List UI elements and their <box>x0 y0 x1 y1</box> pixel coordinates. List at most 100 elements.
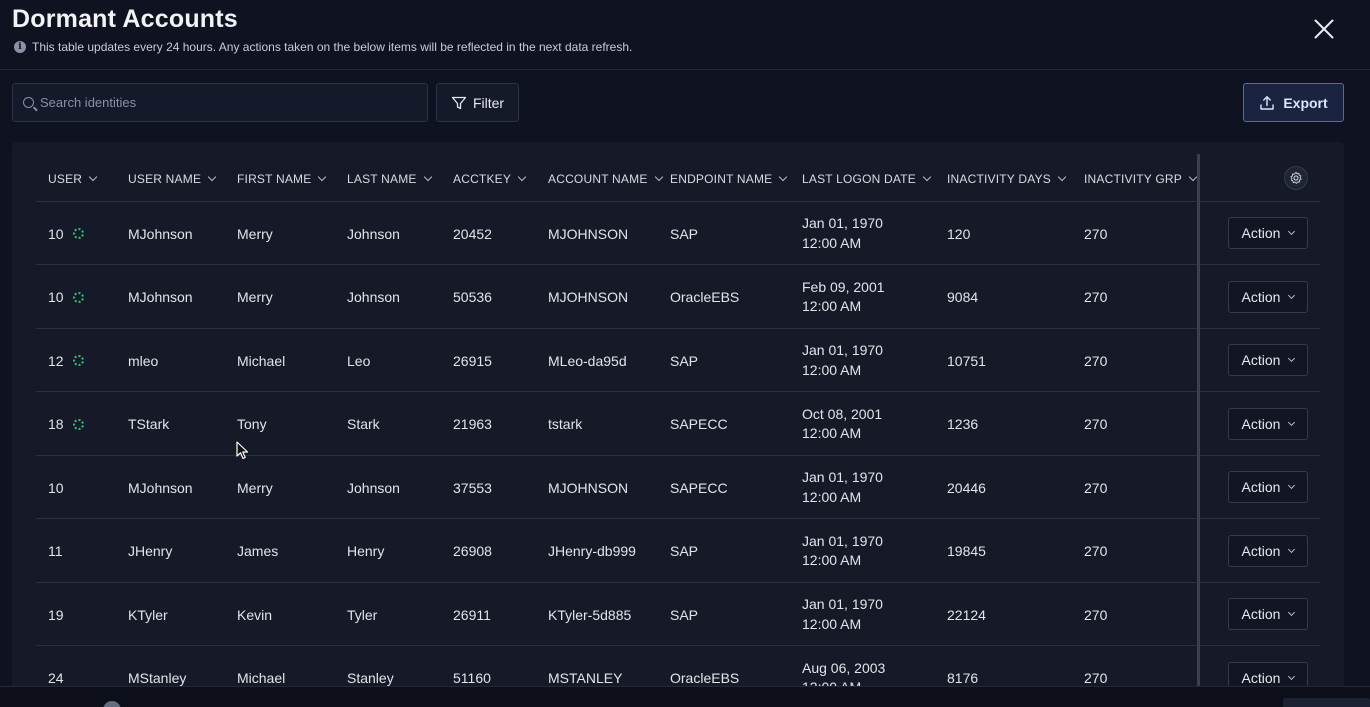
user-id: 10 <box>48 289 64 305</box>
export-label: Export <box>1283 94 1328 111</box>
user-id: 10 <box>48 225 64 242</box>
column-header-user-name[interactable]: USER NAME <box>128 156 217 202</box>
cell-inactivity-days: 10751 <box>947 352 986 369</box>
filter-icon <box>451 96 467 109</box>
chevron-down-icon <box>207 172 217 182</box>
cell-last-name: Stanley <box>347 670 394 686</box>
user-id: 10 <box>48 479 64 496</box>
column-header-label: LAST NAME <box>347 172 417 186</box>
action-dropdown-button[interactable]: Action <box>1228 407 1308 440</box>
cell-user: 24 <box>48 647 64 707</box>
cell-first-name: Michael <box>237 670 286 686</box>
cell-account-name: MJOHNSON <box>548 289 629 305</box>
logon-date: Jan 01, 1970 <box>802 532 883 549</box>
column-settings-button[interactable] <box>1284 166 1308 190</box>
table-row[interactable]: 18 TStark Tony Stark 21963 tstark SAPECC Oct 08… <box>36 393 1320 456</box>
cell-inactivity-grp: 270 <box>1084 416 1108 432</box>
cell-last-name: Tyler <box>347 606 378 623</box>
cell-inactivity-grp: 270 <box>1084 606 1108 623</box>
cell-last-logon-date: Feb 09, 2001 12:00 AM <box>802 266 885 329</box>
close-icon[interactable] <box>1310 15 1338 43</box>
search-box[interactable] <box>12 83 428 122</box>
table-row[interactable]: 12 mleo Michael Leo 26915 MLeo-da95d SAP Jan 01… <box>36 329 1320 392</box>
active-status-icon <box>72 291 84 303</box>
column-header-last-name[interactable]: LAST NAME <box>347 156 432 202</box>
chevron-down-icon <box>517 172 527 182</box>
cell-user-name: TStark <box>128 416 170 432</box>
table-row[interactable]: 11 JHenry James Henry 26908 JHenry-db999 SAP Ja… <box>36 520 1320 583</box>
refresh-info-text: This table updates every 24 hours. Any a… <box>32 40 633 54</box>
chevron-down-icon <box>1288 291 1296 299</box>
cell-first-name: Michael <box>237 352 286 369</box>
column-header-endpoint-name[interactable]: ENDPOINT NAME <box>670 156 788 202</box>
cell-last-logon-date: Oct 08, 2001 12:00 AM <box>802 393 882 456</box>
cell-user-name: JHenry <box>128 543 173 559</box>
column-header-user[interactable]: USER <box>48 156 98 202</box>
chevron-down-icon <box>1288 545 1296 553</box>
logon-date: Aug 06, 2003 <box>802 659 886 676</box>
cell-endpoint-name: OracleEBS <box>670 670 740 686</box>
modal-header: Dormant Accounts i This table updates ev… <box>0 0 1370 70</box>
logon-date: Jan 01, 1970 <box>802 215 883 231</box>
cell-acctkey: 51160 <box>453 670 491 686</box>
cell-last-name: Johnson <box>347 479 400 496</box>
table-row[interactable]: 10 MJohnson Merry Johnson 50536 MJOHNSON Oracl… <box>36 266 1320 329</box>
column-header-last-logon-date[interactable]: LAST LOGON DATE <box>802 156 932 202</box>
action-dropdown-button[interactable]: Action <box>1228 534 1308 567</box>
user-id: 19 <box>48 606 64 623</box>
cell-user: 10 <box>48 202 84 265</box>
column-header-first-name[interactable]: FIRST NAME <box>237 156 327 202</box>
upload-icon <box>1260 95 1275 110</box>
chevron-down-icon <box>1288 354 1296 363</box>
column-header-label: ACCTKEY <box>453 172 512 186</box>
cell-account-name: tstark <box>548 416 583 432</box>
cell-acctkey: 26915 <box>453 352 492 369</box>
info-icon: i <box>14 41 26 53</box>
table-header: USER USER NAME FIRST NAME LAST NAME ACCT… <box>36 156 1320 202</box>
action-dropdown-button[interactable]: Action <box>1228 344 1308 376</box>
column-header-label: INACTIVITY DAYS <box>947 172 1051 186</box>
search-input[interactable] <box>40 95 420 110</box>
column-header-inactivity-days[interactable]: INACTIVITY DAYS <box>947 156 1067 202</box>
action-dropdown-button[interactable]: Action <box>1228 280 1308 313</box>
cell-account-name: JHenry-db999 <box>548 543 636 559</box>
action-dropdown-button[interactable]: Action <box>1228 471 1308 503</box>
active-status-icon <box>72 418 84 430</box>
cell-last-logon-date: Jan 01, 1970 12:00 AM <box>802 329 883 392</box>
action-label: Action <box>1241 606 1281 622</box>
cell-account-name: KTyler-5d885 <box>548 606 632 623</box>
column-header-inactivity-grp[interactable]: INACTIVITY GRP <box>1084 156 1198 202</box>
table-row[interactable]: 24 MStanley Michael Stanley 51160 MSTANLEY Ora… <box>36 647 1320 707</box>
cell-first-name: James <box>237 543 279 559</box>
action-label: Action <box>1241 415 1281 432</box>
action-label: Action <box>1241 225 1281 241</box>
cell-inactivity-days: 9084 <box>947 289 979 305</box>
cell-inactivity-grp: 270 <box>1084 352 1108 369</box>
cell-user-name: MJohnson <box>128 225 193 242</box>
avatar[interactable] <box>103 701 121 707</box>
export-button[interactable]: Export <box>1243 83 1344 122</box>
logon-time: 12:00 AM <box>802 361 862 378</box>
cell-account-name: MJOHNSON <box>548 225 629 242</box>
column-header-acctkey[interactable]: ACCTKEY <box>453 156 527 202</box>
column-header-account-name[interactable]: ACCOUNT NAME <box>548 156 663 202</box>
page-title: Dormant Accounts <box>12 5 238 33</box>
filter-button[interactable]: Filter <box>436 83 519 122</box>
cell-user-name: MJohnson <box>128 289 193 305</box>
cell-user: 18 <box>48 393 84 456</box>
action-dropdown-button[interactable]: Action <box>1228 598 1308 630</box>
cell-first-name: Tony <box>237 416 267 432</box>
gear-icon <box>1290 171 1302 184</box>
action-dropdown-button[interactable]: Action <box>1228 217 1308 249</box>
table-row[interactable]: 10 MJohnson Merry Johnson 37553 MJOHNSON SAPEC… <box>36 456 1320 519</box>
table-row[interactable]: 19 KTyler Kevin Tyler 26911 KTyler-5d885 SAP Ja… <box>36 583 1320 646</box>
table-row[interactable]: 10 MJohnson Merry Johnson 20452 MJOHNSON SAP Ja… <box>36 202 1320 265</box>
column-header-label: ENDPOINT NAME <box>670 172 773 186</box>
cell-inactivity-grp: 270 <box>1084 225 1108 242</box>
cell-last-name: Johnson <box>347 289 400 305</box>
logon-time: 12:00 AM <box>802 234 862 251</box>
cell-first-name: Kevin <box>237 606 273 623</box>
active-status-icon <box>72 228 84 239</box>
cell-endpoint-name: SAP <box>670 352 699 369</box>
refresh-info: i This table updates every 24 hours. Any… <box>14 40 632 54</box>
